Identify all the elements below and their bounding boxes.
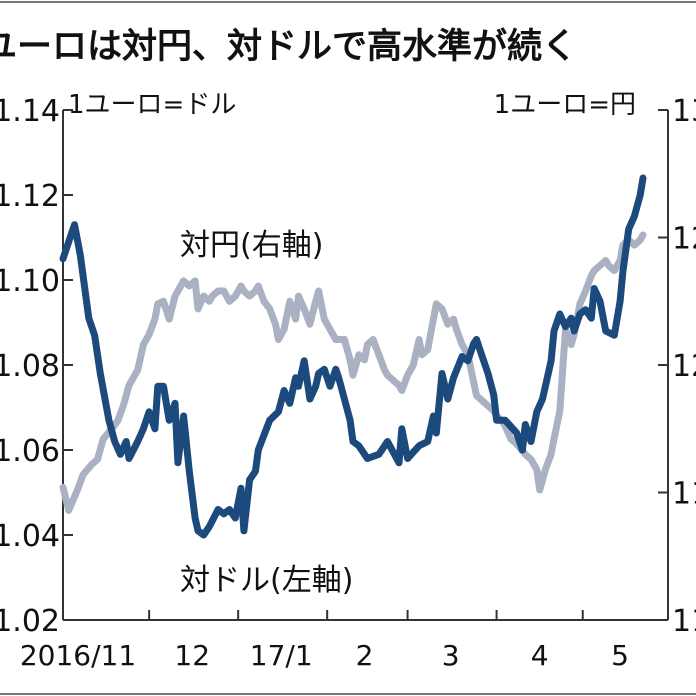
right-tick-label: 125 bbox=[672, 222, 696, 257]
x-tick-label: 17/1 bbox=[250, 639, 313, 672]
left-tick-label: 1.12 bbox=[0, 179, 60, 214]
left-tick-label: 1.10 bbox=[0, 264, 60, 299]
left-axis-unit: 1ユーロ=ドル bbox=[68, 90, 236, 120]
left-tick-label: 1.04 bbox=[0, 519, 60, 554]
series-lines bbox=[59, 174, 647, 539]
x-tick-label: 3 bbox=[442, 639, 460, 672]
right-axis-unit: 1ユーロ=円 bbox=[494, 90, 636, 120]
x-tick-label: 12 bbox=[174, 639, 210, 672]
left-tick-label: 1.02 bbox=[0, 604, 60, 639]
left-tick-label: 1.14 bbox=[0, 94, 60, 129]
dollar-series-line bbox=[59, 174, 647, 539]
annotation-dollar: 対ドル(左軸) bbox=[180, 563, 353, 598]
left-tick-label: 1.06 bbox=[0, 434, 60, 469]
annotation-yen: 対円(右軸) bbox=[180, 228, 323, 263]
x-tick-label: 5 bbox=[611, 639, 629, 672]
right-tick-label: 120 bbox=[672, 349, 696, 384]
right-tick-label: 115 bbox=[672, 477, 696, 512]
axes: 1.141.121.101.081.061.041.02130125120115… bbox=[0, 94, 696, 672]
chart-title: ユーロは対円、対ドルで高水準が続く bbox=[0, 27, 577, 67]
right-tick-label: 110 bbox=[672, 604, 696, 639]
x-tick-label: 4 bbox=[531, 639, 549, 672]
yen-series-line bbox=[59, 231, 647, 514]
x-tick-label: 2016/11 bbox=[20, 639, 136, 672]
x-tick-label: 2 bbox=[356, 639, 374, 672]
left-tick-label: 1.08 bbox=[0, 349, 60, 384]
right-tick-label: 130 bbox=[672, 94, 696, 129]
